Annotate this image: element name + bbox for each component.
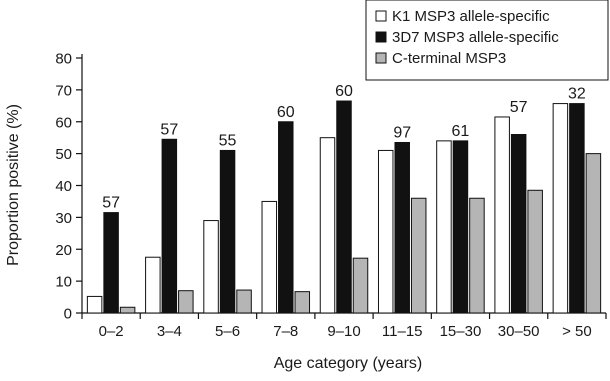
y-tick-label: 70 bbox=[55, 82, 72, 99]
bar bbox=[103, 212, 119, 314]
y-tick-label: 10 bbox=[55, 274, 72, 291]
legend-label: 3D7 MSP3 allele-specific bbox=[392, 29, 559, 46]
bar bbox=[552, 103, 569, 314]
x-tick-label: 5–6 bbox=[215, 323, 240, 340]
legend: K1 MSP3 allele-specific 3D7 MSP3 allele-s… bbox=[365, 0, 609, 81]
x-tick-label: 30–50 bbox=[498, 323, 540, 340]
bar-count-label: 57 bbox=[102, 195, 120, 212]
y-tick-label: 30 bbox=[55, 210, 72, 227]
bar bbox=[236, 289, 252, 314]
y-tick-label: 50 bbox=[55, 146, 72, 163]
y-tick-label: 0 bbox=[64, 306, 72, 323]
bar bbox=[494, 116, 510, 314]
bar bbox=[161, 138, 178, 314]
bar bbox=[452, 140, 469, 314]
bar-count-label: 60 bbox=[277, 104, 295, 121]
bar-count-label: 61 bbox=[452, 123, 470, 140]
legend-swatch bbox=[375, 31, 387, 43]
bar bbox=[352, 257, 369, 314]
legend-swatch bbox=[375, 10, 387, 22]
y-tick-label: 20 bbox=[55, 242, 72, 259]
y-tick-label: 80 bbox=[55, 51, 72, 68]
x-axis-label: Age category (years) bbox=[274, 355, 423, 372]
y-tick-label: 40 bbox=[55, 178, 72, 195]
bar bbox=[469, 197, 485, 314]
bar bbox=[178, 290, 194, 314]
x-tick-label: > 50 bbox=[562, 323, 592, 340]
bar bbox=[410, 197, 427, 314]
bar bbox=[294, 291, 311, 314]
x-tick-label: 9–10 bbox=[327, 323, 360, 340]
x-tick-label: 11–15 bbox=[382, 323, 423, 340]
x-tick-label: 3–4 bbox=[157, 323, 182, 340]
bar bbox=[569, 103, 585, 314]
x-tick-label: 7–8 bbox=[273, 323, 298, 340]
bar-count-label: 57 bbox=[160, 121, 178, 138]
legend-box bbox=[365, 0, 609, 81]
bar bbox=[394, 141, 410, 314]
bar bbox=[377, 149, 394, 314]
bar bbox=[145, 256, 161, 314]
bar-count-label: 55 bbox=[219, 132, 237, 149]
bar-count-label: 97 bbox=[393, 124, 411, 141]
bar bbox=[86, 295, 103, 314]
x-tick-label: 15–30 bbox=[440, 323, 482, 340]
bar bbox=[527, 189, 543, 314]
y-axis-label: Proportion positive (%) bbox=[5, 104, 22, 266]
bar bbox=[336, 100, 352, 314]
bar-count-label: 57 bbox=[510, 99, 528, 116]
bar bbox=[585, 153, 602, 314]
bar bbox=[510, 134, 527, 314]
bar bbox=[278, 121, 294, 314]
x-tick-label: 0–2 bbox=[99, 323, 124, 340]
bar-count-label: 60 bbox=[335, 83, 353, 100]
bar bbox=[119, 306, 136, 314]
legend-swatch bbox=[375, 52, 387, 64]
bar-count-label: 32 bbox=[568, 86, 586, 103]
bar bbox=[219, 149, 236, 314]
legend-label: K1 MSP3 allele-specific bbox=[392, 8, 550, 25]
bar bbox=[203, 220, 219, 314]
bar bbox=[436, 140, 452, 314]
legend-label: C-terminal MSP3 bbox=[392, 50, 506, 67]
bar bbox=[261, 200, 278, 314]
y-tick-label: 60 bbox=[55, 114, 72, 131]
bar bbox=[319, 137, 336, 314]
